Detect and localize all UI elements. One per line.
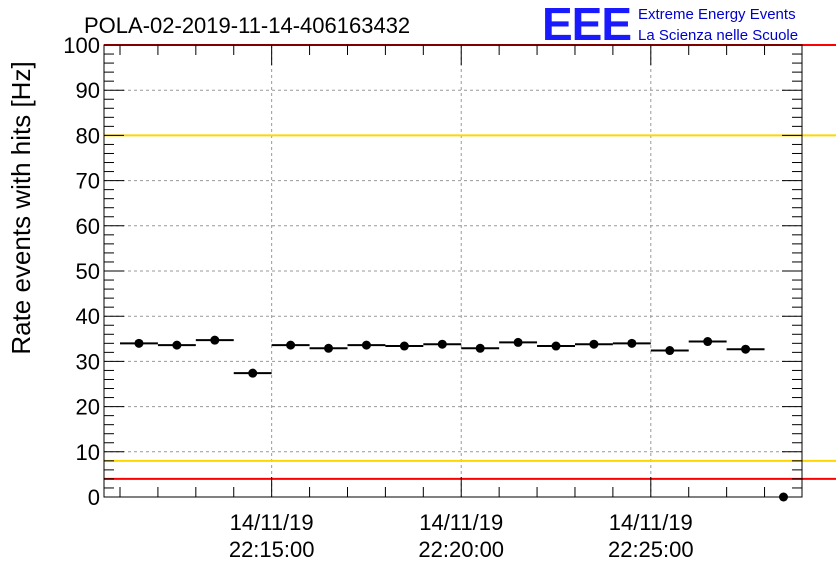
data-point [513, 337, 523, 347]
x-tick-time: 22:15:00 [229, 537, 315, 562]
data-point [134, 338, 144, 348]
eee-logo-line1: Extreme Energy Events [638, 6, 796, 23]
data-point [665, 346, 675, 356]
data-point [589, 339, 599, 349]
data-point [741, 344, 751, 354]
eee-logo: EEE Extreme Energy Events La Scienza nel… [542, 0, 798, 50]
limit-lines [104, 44, 836, 480]
y-axis-label: Rate events with hits [Hz] [6, 61, 36, 354]
eee-logo-line2: La Scienza nelle Scuole [638, 27, 798, 44]
data-point [248, 368, 258, 378]
x-tick-date: 14/11/19 [419, 510, 503, 535]
y-tick-label: 80 [76, 123, 100, 148]
y-tick-label: 50 [76, 259, 100, 284]
y-tick-label: 0 [88, 485, 100, 510]
data-point [172, 340, 182, 350]
y-tick-label: 100 [63, 33, 100, 58]
x-tick-time: 22:20:00 [418, 537, 504, 562]
x-tick-date: 14/11/19 [609, 510, 693, 535]
data-points [120, 335, 788, 502]
data-point [324, 343, 334, 353]
y-tick-label: 90 [76, 78, 100, 103]
data-point [703, 337, 713, 347]
y-axis-ticks: 0 10 20 30 40 50 60 70 80 90 100 [63, 33, 802, 510]
chart-title: POLA-02-2019-11-14-406163432 [84, 13, 410, 38]
data-point [399, 341, 409, 351]
data-point [286, 340, 296, 350]
y-tick-label: 60 [76, 214, 100, 239]
y-tick-label: 40 [76, 304, 100, 329]
data-point [779, 492, 788, 502]
data-point [210, 335, 220, 345]
y-tick-label: 20 [76, 395, 100, 420]
x-axis-ticks: 14/11/1922:15:0014/11/1922:20:0014/11/19… [119, 45, 766, 562]
grid-lines [104, 45, 802, 497]
x-tick-date: 14/11/19 [230, 510, 314, 535]
data-point [361, 340, 371, 350]
eee-logo-mark: EEE [542, 0, 631, 50]
y-tick-label: 30 [76, 349, 100, 374]
y-tick-label: 70 [76, 169, 100, 194]
data-point [475, 343, 485, 353]
data-point [437, 339, 447, 349]
data-point [627, 338, 637, 348]
y-tick-label: 10 [76, 440, 100, 465]
x-tick-time: 22:25:00 [608, 537, 694, 562]
data-point [551, 341, 561, 351]
